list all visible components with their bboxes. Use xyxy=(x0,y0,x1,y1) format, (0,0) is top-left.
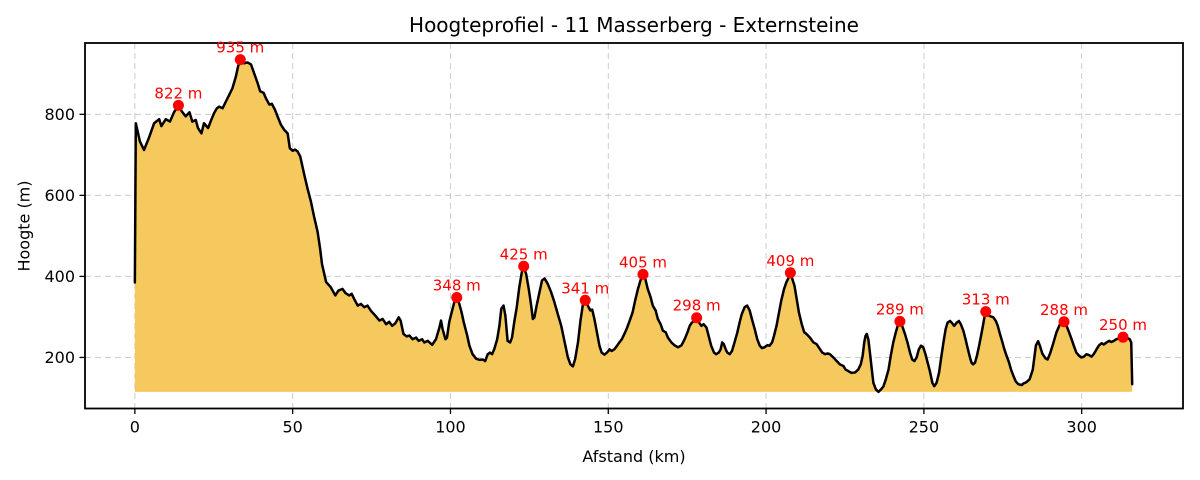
peak-marker xyxy=(234,54,246,66)
y-tick-label: 800 xyxy=(44,105,75,124)
peak-label: 822 m xyxy=(154,84,202,102)
peak-marker xyxy=(980,306,992,318)
x-tick-label: 100 xyxy=(435,418,466,437)
y-tick-label: 600 xyxy=(44,186,75,205)
x-tick-label: 0 xyxy=(130,418,140,437)
y-tick-label: 400 xyxy=(44,267,75,286)
x-tick-label: 50 xyxy=(282,418,302,437)
peak-label: 409 m xyxy=(766,252,814,270)
x-tick-label: 300 xyxy=(1066,418,1097,437)
peak-marker xyxy=(1058,316,1070,328)
peak-label: 348 m xyxy=(433,276,481,294)
peak-marker xyxy=(691,312,703,324)
x-tick-label: 250 xyxy=(909,418,940,437)
profile-line xyxy=(133,58,1134,394)
peak-marker xyxy=(1117,331,1129,343)
peak-label: 288 m xyxy=(1040,301,1088,319)
x-tick-label: 150 xyxy=(593,418,624,437)
peak-marker xyxy=(637,268,649,280)
profile-area xyxy=(134,59,1133,392)
peak-marker xyxy=(172,99,184,111)
peak-marker xyxy=(579,294,591,306)
peak-label: 250 m xyxy=(1099,316,1147,334)
peak-marker xyxy=(518,260,530,272)
peak-label: 313 m xyxy=(962,291,1010,309)
chart-title: Hoogteprofiel - 11 Masserberg - Externst… xyxy=(409,13,859,37)
x-axis-label: Afstand (km) xyxy=(582,447,686,466)
peak-label: 341 m xyxy=(561,279,609,297)
y-tick-label: 200 xyxy=(44,348,75,367)
peak-label: 289 m xyxy=(876,300,924,318)
axis-spine xyxy=(84,42,1184,410)
x-tick-label: 200 xyxy=(751,418,782,437)
peak-label: 405 m xyxy=(619,253,667,271)
peak-marker xyxy=(451,291,463,303)
peak-label: 425 m xyxy=(500,245,548,263)
peak-label: 935 m xyxy=(216,39,264,57)
peak-marker xyxy=(894,315,906,327)
peak-marker xyxy=(784,267,796,279)
peak-label: 298 m xyxy=(673,297,721,315)
y-axis-label: Hoogte (m) xyxy=(14,180,34,272)
